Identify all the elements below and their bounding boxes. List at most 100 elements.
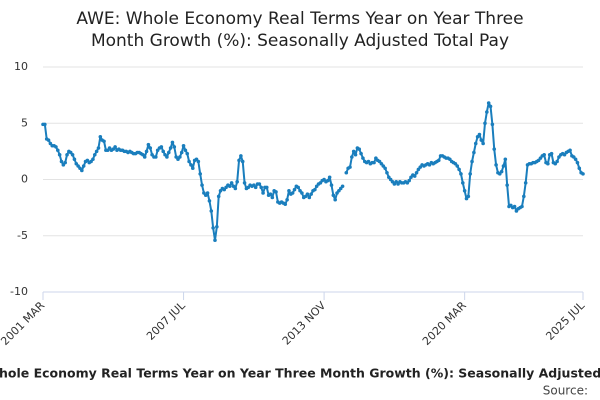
data-point — [172, 145, 177, 149]
data-point — [91, 157, 95, 162]
data-point — [253, 185, 258, 190]
data-point — [168, 146, 173, 150]
data-point — [146, 142, 151, 147]
data-point — [344, 170, 349, 175]
x-tick-label: 2001 MAR — [0, 299, 47, 348]
data-point — [285, 197, 289, 202]
data-point — [166, 150, 171, 155]
data-point — [80, 168, 84, 173]
x-tick-label: 2020 MAR — [420, 299, 469, 348]
x-tick-label: 2013 NOV — [280, 299, 329, 348]
data-point — [407, 178, 411, 183]
data-point — [296, 185, 301, 190]
data-point — [229, 181, 234, 185]
data-point — [455, 164, 460, 168]
data-point — [523, 181, 528, 185]
data-point — [227, 184, 232, 189]
data-point — [257, 182, 262, 186]
data-point — [313, 187, 317, 192]
y-tick-label: -10 — [10, 285, 28, 298]
chart-title: Month Growth (%): Seasonally Adjusted To… — [91, 31, 509, 51]
data-point — [65, 152, 69, 157]
data-point — [357, 147, 362, 151]
data-point — [46, 138, 51, 142]
data-point — [351, 149, 356, 154]
data-point — [546, 161, 550, 166]
data-point — [492, 147, 497, 151]
data-point — [505, 183, 509, 187]
data-point — [350, 155, 354, 159]
data-point — [259, 185, 264, 190]
data-point — [486, 101, 491, 105]
data-point — [270, 195, 275, 200]
data-point — [63, 160, 67, 165]
data-point — [473, 141, 478, 146]
data-point — [460, 181, 465, 185]
data-point — [165, 155, 169, 159]
data-point — [485, 110, 489, 114]
data-point — [436, 158, 441, 163]
data-point — [412, 174, 417, 178]
data-point — [144, 149, 149, 154]
data-point — [333, 197, 337, 202]
data-point — [468, 172, 472, 176]
data-point — [242, 181, 247, 185]
data-point — [72, 157, 77, 162]
data-point — [213, 238, 217, 243]
data-point — [94, 149, 99, 154]
data-point — [348, 165, 352, 169]
data-point — [154, 155, 158, 159]
data-point — [353, 152, 358, 157]
data-point — [96, 146, 101, 150]
data-point — [292, 187, 297, 192]
data-point — [216, 194, 221, 199]
chart-title: AWE: Whole Economy Real Terms Year on Ye… — [76, 9, 523, 29]
data-point — [414, 170, 419, 175]
data-point — [183, 148, 188, 153]
data-point — [575, 160, 580, 165]
data-point — [237, 158, 241, 163]
data-point — [239, 154, 243, 158]
data-point — [283, 202, 288, 207]
data-point — [113, 145, 117, 149]
data-point — [494, 163, 498, 167]
data-point — [325, 178, 330, 183]
data-point — [581, 172, 585, 176]
data-point — [327, 175, 332, 180]
caption: hole Economy Real Terms Year on Year Thr… — [0, 366, 600, 381]
data-point — [178, 155, 182, 159]
data-point — [512, 204, 517, 209]
data-point — [215, 224, 219, 229]
data-point — [55, 148, 60, 153]
data-point — [522, 194, 526, 199]
data-point — [329, 183, 334, 187]
data-point — [340, 184, 345, 189]
data-point — [185, 151, 190, 156]
data-point — [264, 185, 269, 190]
data-point — [102, 139, 106, 144]
data-point — [542, 152, 546, 157]
data-point — [477, 132, 482, 137]
data-point — [170, 140, 175, 145]
data-point — [499, 169, 504, 174]
data-point — [488, 104, 493, 109]
data-point — [189, 163, 193, 167]
source: Source: — [543, 384, 588, 398]
data-point — [57, 152, 62, 157]
data-point — [235, 179, 239, 184]
data-point — [490, 122, 495, 127]
data-point — [462, 188, 467, 193]
data-point — [501, 164, 506, 168]
data-point — [479, 138, 484, 142]
data-point — [198, 172, 202, 176]
data-point — [481, 141, 485, 146]
data-point — [385, 170, 389, 175]
y-tick-label: -5 — [17, 229, 28, 242]
data-point — [274, 190, 278, 194]
data-point — [372, 160, 376, 165]
data-point — [233, 186, 238, 191]
data-point — [159, 145, 164, 149]
data-point — [359, 151, 363, 156]
y-tick-label: 5 — [21, 116, 28, 129]
